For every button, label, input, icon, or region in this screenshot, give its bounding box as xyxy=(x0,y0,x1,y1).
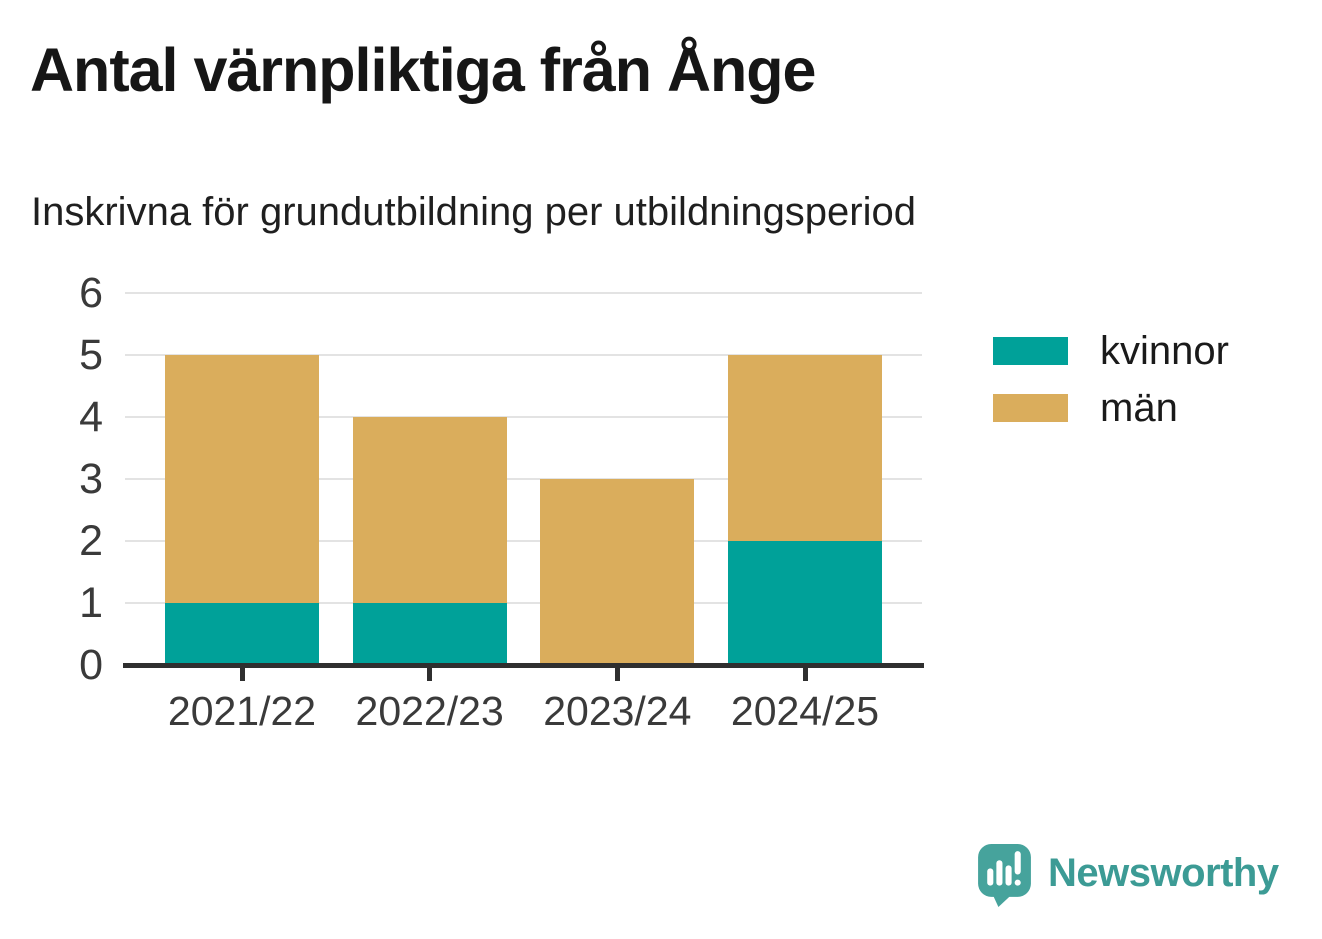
x-axis-tick xyxy=(239,668,245,681)
x-axis-tick xyxy=(614,668,620,681)
newsworthy-logo-icon xyxy=(978,844,1031,907)
chart-title: Antal värnpliktiga från Ånge xyxy=(30,36,816,104)
gridline-y-1 xyxy=(125,602,922,604)
x-tick-label: 2023/24 xyxy=(543,688,692,734)
gridline-y-6 xyxy=(125,292,922,294)
legend-item-kvinnor: kvinnor xyxy=(993,328,1229,374)
y-tick-label: 3 xyxy=(79,455,103,503)
legend-swatch-män xyxy=(993,394,1068,422)
y-tick-label: 6 xyxy=(79,269,103,317)
y-tick-label: 2 xyxy=(79,517,103,565)
x-axis-tick xyxy=(802,668,808,681)
newsworthy-logo-text: Newsworthy xyxy=(1048,851,1279,895)
x-tick-label: 2024/25 xyxy=(730,688,880,734)
x-tick-label: 2022/23 xyxy=(355,688,504,734)
bar-segment-2021/22-män xyxy=(165,355,319,603)
bar-segment-2024/25-kvinnor xyxy=(728,541,882,665)
x-axis-labels: 2021/22 2022/23 2023/24 2024/25 xyxy=(0,686,1322,742)
branding-footer: Newsworthy xyxy=(978,844,1279,907)
bar-segment-2022/23-män xyxy=(352,417,507,603)
legend: kvinnor män xyxy=(993,328,1229,431)
x-tick-label: 2021/22 xyxy=(167,688,317,734)
gridline-y-2 xyxy=(125,540,922,542)
bar-segment-2022/23-kvinnor xyxy=(352,603,507,665)
y-tick-label: 1 xyxy=(79,579,103,627)
legend-item-män: män xyxy=(993,385,1229,431)
y-tick-label: 0 xyxy=(79,641,103,689)
y-tick-label: 4 xyxy=(79,393,103,441)
y-axis: 0 1 2 3 4 5 6 xyxy=(0,269,103,689)
gridline-y-3 xyxy=(125,478,922,480)
legend-swatch-kvinnor xyxy=(993,337,1068,365)
gridline-y-4 xyxy=(125,416,922,418)
gridline-y-5 xyxy=(125,354,922,356)
bar-segment-2021/22-kvinnor xyxy=(165,603,319,665)
bar-segment-2023/24-män xyxy=(540,479,695,665)
x-axis-line xyxy=(123,663,924,668)
bar-segment-2024/25-män xyxy=(728,355,882,541)
x-axis-tick xyxy=(427,668,433,681)
y-tick-label: 5 xyxy=(79,331,103,379)
legend-label: män xyxy=(1100,386,1178,430)
plot-area xyxy=(123,292,924,681)
chart-subtitle: Inskrivna för grundutbildning per utbild… xyxy=(31,190,916,234)
legend-label: kvinnor xyxy=(1100,329,1229,373)
